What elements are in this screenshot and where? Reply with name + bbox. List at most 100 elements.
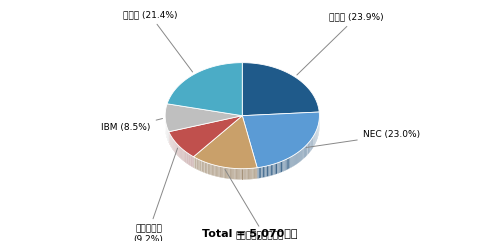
Polygon shape (219, 166, 220, 177)
Polygon shape (271, 165, 272, 176)
Text: 日本ヒューレット・
パッカード (14.0%): 日本ヒューレット・ パッカード (14.0%) (225, 169, 300, 241)
Polygon shape (277, 162, 278, 174)
Polygon shape (278, 162, 279, 173)
Polygon shape (267, 166, 268, 177)
Polygon shape (230, 168, 231, 179)
Polygon shape (253, 168, 254, 179)
Polygon shape (211, 164, 212, 175)
Polygon shape (216, 166, 217, 176)
Polygon shape (312, 137, 313, 148)
Polygon shape (228, 168, 229, 179)
Polygon shape (235, 168, 236, 179)
Polygon shape (303, 147, 304, 159)
Polygon shape (229, 168, 230, 179)
Polygon shape (284, 160, 285, 171)
Polygon shape (283, 160, 284, 171)
Polygon shape (194, 157, 195, 168)
Polygon shape (240, 169, 241, 180)
Polygon shape (239, 169, 240, 180)
Polygon shape (196, 158, 197, 169)
Polygon shape (285, 159, 287, 170)
Polygon shape (209, 163, 210, 174)
Polygon shape (279, 161, 281, 173)
Polygon shape (305, 145, 306, 157)
Polygon shape (243, 169, 244, 180)
Polygon shape (246, 169, 247, 180)
PathPatch shape (243, 112, 319, 168)
Polygon shape (236, 168, 237, 179)
Polygon shape (234, 168, 235, 179)
Polygon shape (255, 168, 256, 179)
Polygon shape (201, 161, 202, 172)
Polygon shape (213, 165, 214, 176)
Polygon shape (302, 148, 303, 160)
Polygon shape (218, 166, 219, 177)
Polygon shape (293, 155, 294, 166)
Polygon shape (311, 138, 312, 150)
Polygon shape (297, 152, 298, 164)
Polygon shape (313, 136, 314, 147)
Polygon shape (295, 153, 296, 165)
Polygon shape (231, 168, 232, 179)
Polygon shape (224, 167, 225, 178)
Polygon shape (307, 144, 308, 155)
Polygon shape (258, 167, 260, 178)
Polygon shape (276, 163, 277, 174)
Polygon shape (242, 169, 243, 180)
Text: Total = 5,070億円: Total = 5,070億円 (202, 229, 297, 239)
Polygon shape (249, 168, 250, 179)
Polygon shape (199, 160, 200, 171)
Polygon shape (287, 158, 288, 170)
Polygon shape (200, 160, 201, 171)
Polygon shape (251, 168, 252, 179)
Polygon shape (204, 162, 205, 173)
Polygon shape (281, 161, 282, 172)
Polygon shape (226, 167, 227, 178)
Polygon shape (220, 166, 221, 177)
Polygon shape (290, 157, 291, 168)
Polygon shape (241, 169, 242, 180)
Polygon shape (269, 165, 271, 176)
Polygon shape (222, 167, 223, 178)
Polygon shape (221, 167, 222, 178)
Polygon shape (310, 140, 311, 152)
Polygon shape (298, 151, 299, 163)
Polygon shape (265, 166, 267, 177)
Polygon shape (273, 164, 274, 175)
Polygon shape (198, 159, 199, 170)
Polygon shape (254, 168, 255, 179)
Text: その他 (21.4%): その他 (21.4%) (123, 10, 193, 72)
Polygon shape (309, 141, 310, 153)
Polygon shape (282, 161, 283, 172)
Polygon shape (217, 166, 218, 177)
Polygon shape (304, 147, 305, 158)
Polygon shape (215, 165, 216, 176)
Polygon shape (261, 167, 262, 178)
Polygon shape (202, 161, 203, 172)
PathPatch shape (243, 63, 319, 116)
Polygon shape (294, 154, 295, 166)
Polygon shape (291, 156, 292, 167)
Polygon shape (207, 163, 208, 174)
Polygon shape (300, 150, 301, 161)
Polygon shape (274, 163, 276, 175)
Polygon shape (203, 161, 204, 172)
Polygon shape (248, 168, 249, 179)
Polygon shape (306, 144, 307, 156)
Polygon shape (205, 162, 206, 173)
PathPatch shape (167, 63, 243, 116)
Polygon shape (210, 164, 211, 175)
PathPatch shape (165, 104, 243, 132)
Text: 富士通 (23.9%): 富士通 (23.9%) (297, 13, 384, 75)
Polygon shape (195, 157, 196, 169)
Polygon shape (308, 143, 309, 154)
Polygon shape (245, 169, 246, 180)
Polygon shape (197, 159, 198, 170)
Text: IBM (8.5%): IBM (8.5%) (101, 119, 163, 132)
Polygon shape (250, 168, 251, 179)
Polygon shape (247, 168, 248, 180)
Polygon shape (268, 165, 269, 176)
Polygon shape (244, 169, 245, 180)
Polygon shape (272, 164, 273, 175)
Polygon shape (223, 167, 224, 178)
